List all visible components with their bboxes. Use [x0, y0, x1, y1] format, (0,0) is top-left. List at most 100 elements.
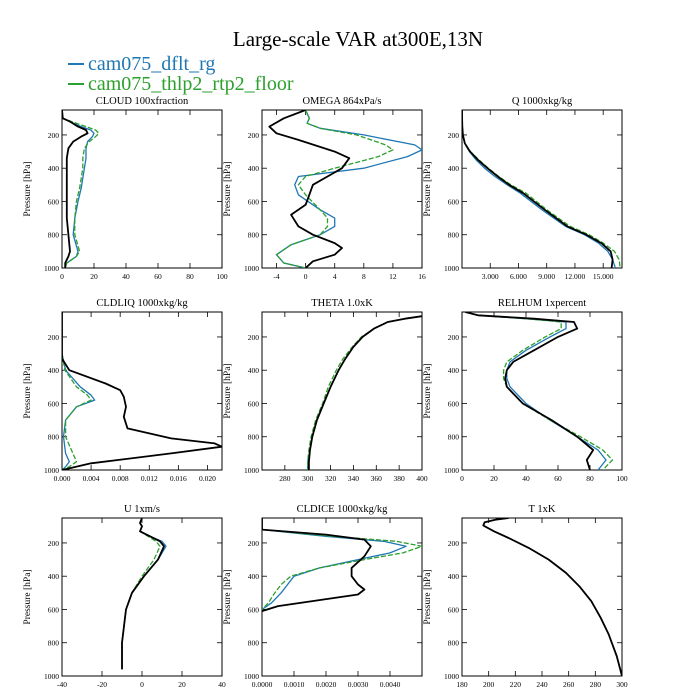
plot-frame: [261, 109, 423, 269]
y-tick-label: 200: [48, 333, 60, 342]
y-tick-label: 400: [248, 572, 260, 581]
x-tick-label: 0.004: [83, 474, 100, 483]
series-line-1: [121, 518, 161, 670]
panel-0: CLOUD 100xfraction Pressure [hPa] 0 20 40 60 8…: [23, 96, 228, 281]
panel-5: RELHUM 1xpercent Pressure [hPa] 0 20 40 60 80 1…: [423, 298, 628, 483]
x-tick-label: 8: [362, 272, 366, 281]
y-tick-label: 1000: [444, 466, 459, 475]
x-tick-label: 300: [616, 680, 628, 689]
y-tick-label: 600: [48, 399, 60, 408]
x-tick-label: 0.0030: [348, 680, 369, 689]
plot-frame: [261, 517, 423, 677]
x-tick-label: 0.016: [170, 474, 187, 483]
y-tick-label: 1000: [44, 264, 59, 273]
series-line-1: [262, 518, 422, 610]
x-tick-label: 0.020: [199, 474, 216, 483]
x-tick-label: -4: [273, 272, 279, 281]
y-tick-label: 1000: [444, 672, 459, 681]
x-tick-label: 80: [586, 474, 594, 483]
x-tick-label: 40: [522, 474, 530, 483]
x-tick-label: 220: [510, 680, 522, 689]
x-tick-label: 0: [304, 272, 308, 281]
y-tick-label: 200: [48, 539, 60, 548]
y-tick-label: 400: [48, 366, 60, 375]
x-tick-label: 40: [218, 680, 226, 689]
y-tick-label: 400: [248, 366, 260, 375]
y-tick-label: 600: [48, 197, 60, 206]
y-axis-label: Pressure [hPa]: [223, 161, 233, 216]
panel-8: T 1xK Pressure [hPa] 180 200 220 240 260 280 300…: [423, 504, 628, 689]
y-tick-label: 600: [448, 197, 460, 206]
panel-7: CLDICE 1000xkg/kg Pressure [hPa] 0.0000 0.0…: [223, 504, 423, 689]
series-line-1: [62, 110, 100, 268]
x-tick-label: 12.000: [565, 272, 586, 281]
panel-title: U 1xm/s: [124, 504, 160, 515]
y-tick-label: 200: [248, 131, 260, 140]
x-tick-label: 0: [460, 474, 464, 483]
x-tick-label: 60: [554, 474, 562, 483]
y-tick-label: 800: [48, 231, 60, 240]
y-axis-label: Pressure [hPa]: [223, 363, 233, 418]
y-tick-label: 800: [248, 433, 260, 442]
x-tick-label: 0.000: [54, 474, 71, 483]
series-line-1: [465, 312, 614, 470]
y-tick-label: 800: [248, 231, 260, 240]
series-line-2: [482, 518, 622, 676]
y-tick-label: 600: [448, 605, 460, 614]
x-tick-label: 200: [483, 680, 495, 689]
panel-2: Q 1000xkg/kg Pressure [hPa] 3.000 6.000 9.00…: [423, 96, 623, 281]
figure-title: Large-scale VAR at300E,13N: [233, 27, 483, 51]
x-tick-label: 12: [389, 272, 397, 281]
plot-frame: [461, 517, 623, 677]
x-tick-label: 400: [416, 474, 428, 483]
panel-title: THETA 1.0xK: [311, 298, 373, 309]
x-tick-label: 300: [302, 474, 314, 483]
y-tick-label: 800: [48, 433, 60, 442]
series-line-2: [62, 312, 222, 470]
legend: cam075_dflt_rg cam075_thlp2_rtp2_floor: [68, 53, 294, 95]
plot-frame: [261, 311, 423, 471]
x-tick-label: 0.0010: [284, 680, 305, 689]
series-line-2: [62, 110, 89, 268]
x-tick-label: 320: [325, 474, 337, 483]
panel-3: CLDLIQ 1000xkg/kg Pressure [hPa] 0.000 0.00…: [23, 298, 223, 483]
series-line-0: [462, 110, 617, 268]
x-tick-label: 20: [178, 680, 186, 689]
x-tick-label: 16: [418, 272, 426, 281]
y-tick-label: 800: [448, 231, 460, 240]
y-axis-label: Pressure [hPa]: [423, 363, 433, 418]
series-line-2: [462, 110, 614, 268]
y-tick-label: 400: [448, 164, 460, 173]
x-tick-label: 240: [536, 680, 548, 689]
panel-title: CLOUD 100xfraction: [96, 96, 189, 107]
x-tick-label: 3.000: [482, 272, 499, 281]
y-tick-label: 1000: [44, 672, 59, 681]
x-tick-label: 20: [490, 474, 498, 483]
x-tick-label: 180: [456, 680, 468, 689]
y-tick-label: 1000: [244, 672, 259, 681]
y-tick-label: 600: [48, 605, 60, 614]
y-tick-label: 800: [248, 639, 260, 648]
y-tick-label: 800: [448, 639, 460, 648]
y-tick-label: 800: [48, 639, 60, 648]
y-axis-label: Pressure [hPa]: [23, 569, 33, 624]
x-tick-label: 380: [394, 474, 406, 483]
series-line-2: [268, 110, 351, 268]
plot-frame: [61, 109, 223, 269]
panel-title: OMEGA 864xPa/s: [302, 96, 381, 107]
x-tick-label: 260: [563, 680, 575, 689]
panel-1: OMEGA 864xPa/s Pressure [hPa] -4 0 4 8 12 16 200…: [223, 96, 426, 281]
x-tick-label: -20: [97, 680, 107, 689]
x-tick-label: 4: [333, 272, 337, 281]
series-line-1: [275, 110, 394, 268]
y-tick-label: 400: [48, 572, 60, 581]
y-tick-label: 600: [248, 605, 260, 614]
series-line-2: [464, 312, 595, 470]
y-tick-label: 400: [448, 572, 460, 581]
x-tick-label: 40: [122, 272, 130, 281]
y-axis-label: Pressure [hPa]: [23, 363, 33, 418]
y-tick-label: 1000: [444, 264, 459, 273]
x-tick-label: 20: [90, 272, 98, 281]
x-tick-label: 0.0000: [252, 680, 273, 689]
